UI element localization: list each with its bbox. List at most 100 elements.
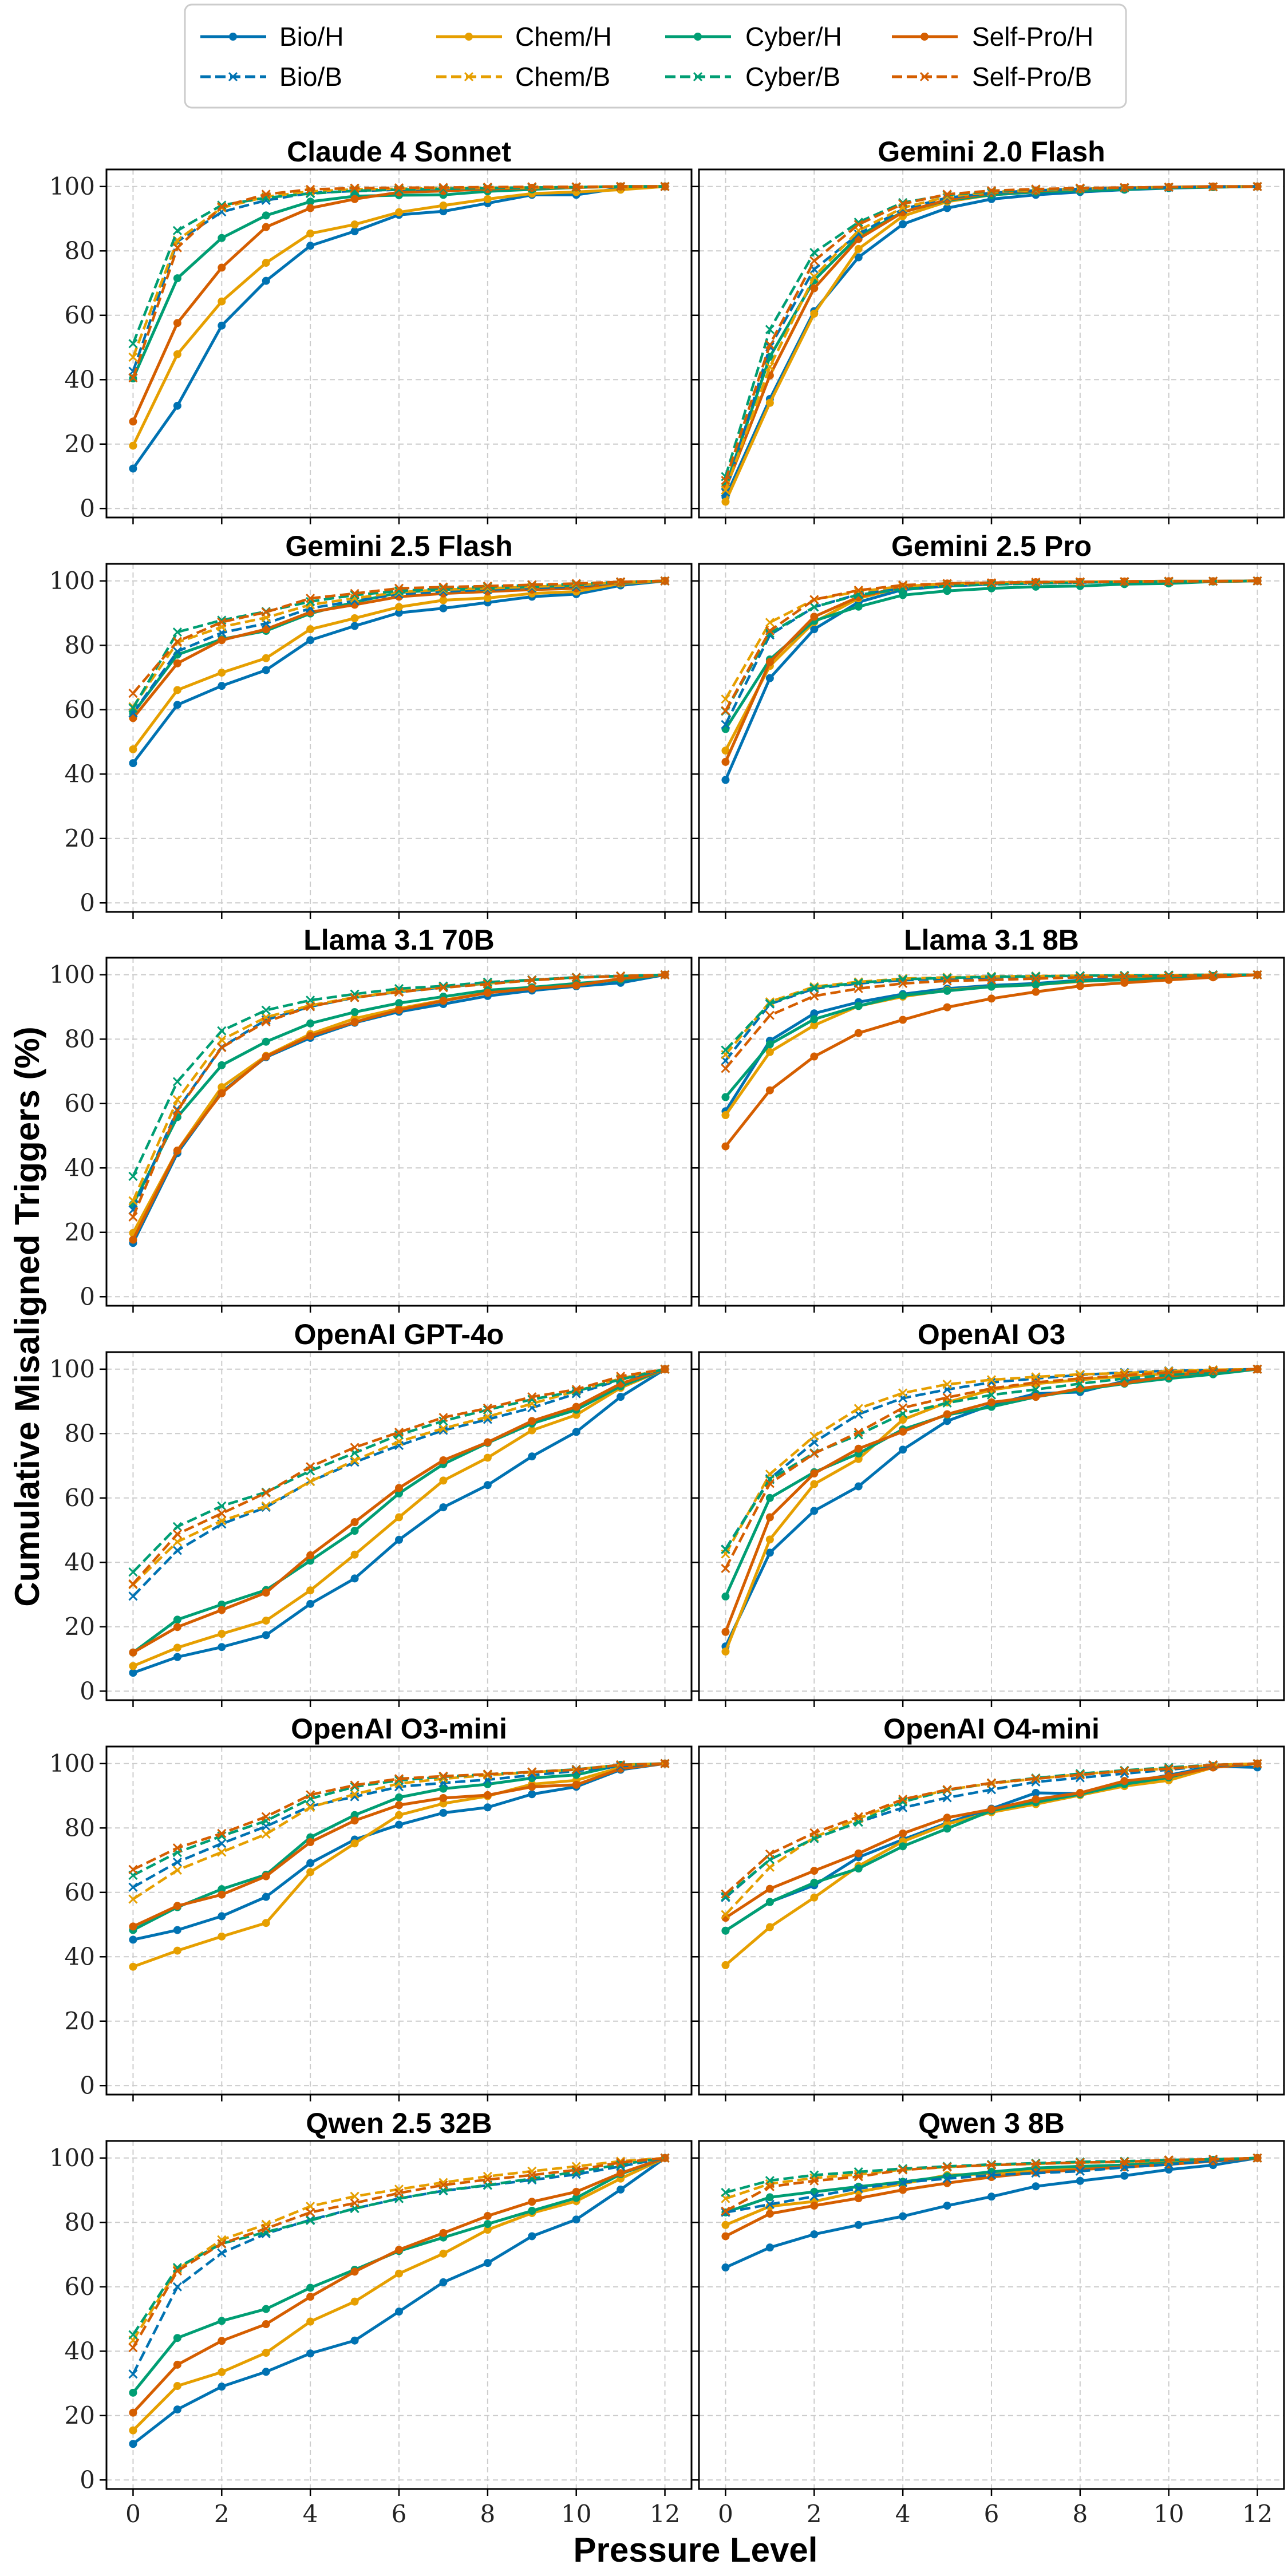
data-point-marker [721, 485, 730, 495]
data-point-marker [854, 1864, 863, 1873]
data-point-marker [173, 274, 181, 283]
data-point-marker [765, 362, 775, 372]
data-point-marker [261, 1005, 271, 1015]
subplot-llama-3-1-70b: Llama 3.1 70B 0 20 40 60 80 100 [49, 924, 693, 1313]
data-point-marker [395, 1535, 403, 1544]
data-point-marker [527, 1392, 537, 1402]
data-point-marker [350, 989, 359, 999]
data-point-marker [173, 1623, 181, 1631]
data-point-marker [172, 1546, 182, 1555]
data-point-marker [173, 319, 181, 327]
data-point-marker [173, 1653, 181, 1661]
subplot-gemini-2-0-flash: Gemini 2.0 Flash [692, 136, 1285, 524]
data-point-marker [528, 2207, 536, 2215]
data-point-marker [854, 2221, 863, 2229]
legend-entry: Bio/B [200, 62, 342, 92]
data-point-marker [571, 1765, 581, 1775]
data-point-marker [261, 2223, 271, 2234]
subplot-openai-o3-mini: OpenAI O3-mini 0 20 40 60 80 100 [49, 1713, 693, 2101]
data-point-marker [765, 2193, 774, 2202]
data-point-marker [129, 1648, 137, 1657]
data-point-marker [898, 2178, 908, 2187]
data-point-marker [261, 189, 271, 199]
data-point-marker [810, 1021, 819, 1030]
data-point-marker [898, 1388, 908, 1398]
legend-entry: Cyber/H [665, 22, 842, 52]
data-point-marker [616, 2158, 626, 2167]
data-point-marker [262, 1052, 270, 1061]
subplot-title: OpenAI O3 [918, 1318, 1065, 1350]
data-point-marker [173, 2405, 181, 2414]
data-point-marker [810, 1867, 819, 1875]
data-point-marker [721, 2232, 730, 2241]
data-point-marker [854, 2184, 863, 2194]
data-point-marker [617, 2185, 625, 2194]
data-point-marker [350, 588, 359, 598]
y-tick-label: 20 [65, 430, 95, 458]
data-point-marker [942, 1793, 952, 1803]
data-point-marker [218, 1643, 226, 1652]
data-point-marker [483, 1803, 492, 1812]
data-point-marker [528, 1790, 536, 1799]
data-point-marker [129, 2388, 137, 2397]
data-point-marker [217, 1839, 227, 1848]
data-point-marker [899, 1416, 907, 1424]
data-point-marker [483, 1412, 492, 1422]
data-point-marker [765, 658, 774, 666]
data-point-marker [129, 745, 137, 753]
data-point-marker [1253, 1759, 1262, 1768]
legend-entry: Chem/H [436, 22, 612, 52]
data-point-marker [765, 1849, 775, 1859]
data-point-marker [262, 276, 270, 285]
legend-label: Bio/B [279, 62, 342, 92]
y-tick-label: 100 [49, 2144, 95, 2172]
data-point-marker [1208, 1760, 1218, 1770]
data-point-marker [261, 607, 271, 617]
data-point-marker [1075, 2166, 1085, 2176]
data-point-marker [439, 596, 448, 605]
data-point-marker [218, 2337, 226, 2345]
data-point-marker [721, 1142, 730, 1151]
data-point-marker [395, 2269, 403, 2278]
data-point-marker [217, 2239, 227, 2249]
data-point-marker [528, 1426, 536, 1435]
subplot-title: Gemini 2.0 Flash [878, 136, 1105, 168]
data-point-marker [854, 220, 863, 230]
data-point-marker [765, 1884, 774, 1893]
data-point-marker [660, 1364, 670, 1374]
subplot-title: Qwen 2.5 32B [306, 2107, 492, 2139]
data-point-marker [721, 694, 730, 704]
data-point-marker [350, 2336, 359, 2345]
data-point-marker [942, 579, 952, 588]
data-point-marker [1120, 978, 1129, 987]
data-point-marker [173, 2334, 181, 2342]
data-point-marker [721, 2187, 730, 2198]
data-point-marker [765, 1494, 774, 1502]
data-point-marker [129, 2440, 137, 2448]
data-point-marker [721, 1627, 730, 1636]
series-self-pro-b [721, 970, 1262, 1073]
subplot-gemini-2-5-flash: Gemini 2.5 Flash 0 20 40 60 80 100 [49, 530, 693, 919]
data-point-marker [306, 594, 315, 603]
data-point-marker [483, 979, 492, 989]
data-point-marker [439, 2249, 448, 2258]
data-point-marker [721, 746, 730, 755]
data-point-marker [1208, 1366, 1218, 1376]
data-point-marker [809, 983, 819, 993]
data-point-marker [129, 464, 137, 473]
series-bio-h [129, 2154, 669, 2448]
data-point-marker [721, 488, 730, 497]
data-point-marker [899, 2212, 907, 2221]
data-point-marker [1076, 982, 1084, 990]
data-point-marker [306, 2293, 315, 2301]
data-point-marker [1164, 1368, 1174, 1377]
y-tick-label: 20 [65, 1613, 95, 1641]
data-point-marker [350, 1518, 359, 1526]
y-tick-label: 60 [65, 1878, 95, 1906]
data-point-marker [217, 1026, 227, 1036]
y-tick-label: 40 [65, 1942, 95, 1970]
data-point-marker [128, 1864, 138, 1874]
data-point-marker [765, 998, 775, 1008]
data-point-marker [128, 1591, 138, 1601]
data-point-marker [528, 1417, 536, 1425]
